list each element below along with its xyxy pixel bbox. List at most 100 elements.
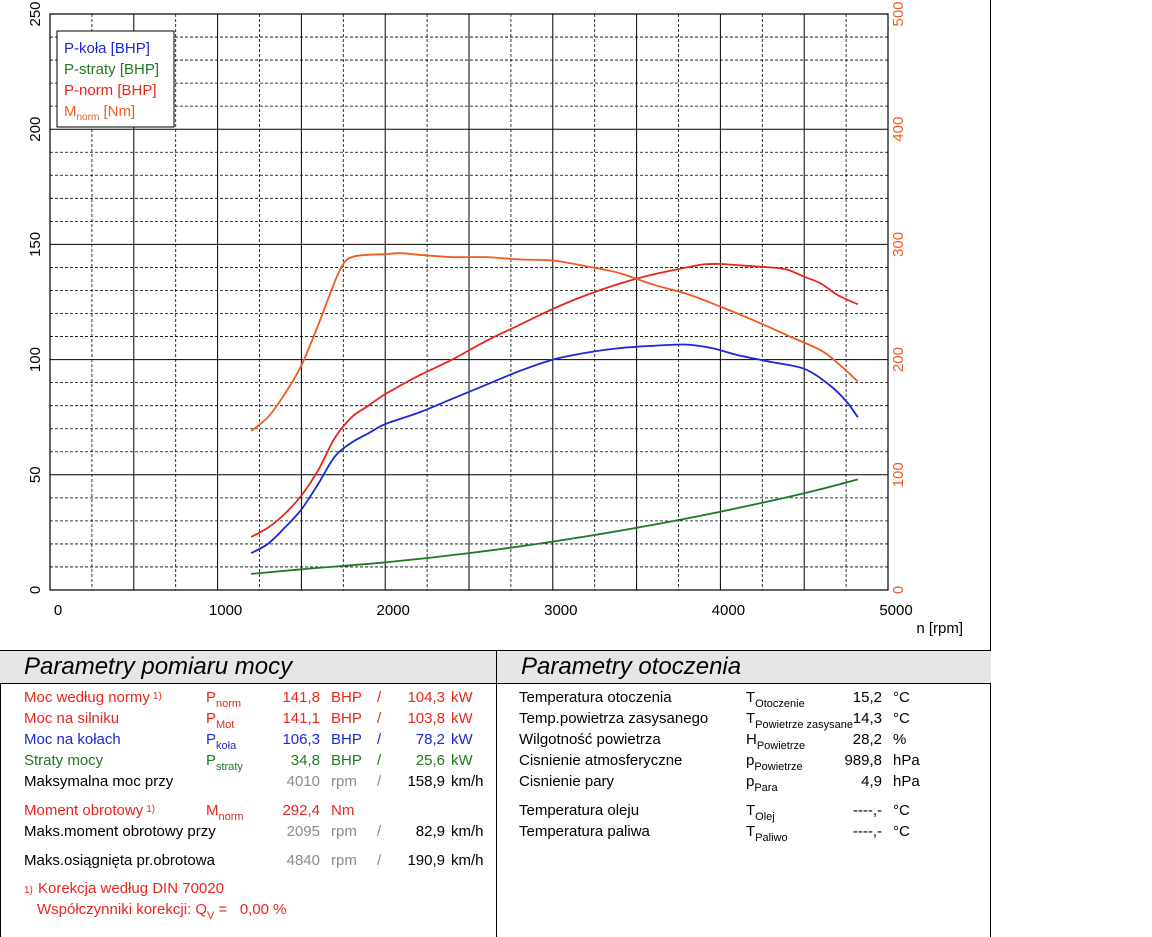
environment-value: ----,- xyxy=(852,802,882,819)
measurement-value-2: 103,8 xyxy=(407,710,445,727)
legend-entry-p-straty: P-straty [BHP] xyxy=(64,61,159,78)
environment-value: 4,9 xyxy=(861,773,882,790)
environment-row: Cisnienie pary pPara 4,9 hPa xyxy=(519,773,979,794)
measurement-unit-1: BHP xyxy=(331,710,362,727)
measurement-label: Straty mocy xyxy=(24,752,104,769)
measurement-value-1: 141,1 xyxy=(282,710,320,727)
legend-entry-m-norm: Mnorm [Nm] xyxy=(64,103,135,123)
measurement-row: Maks.moment obrotowy przy 2095 rpm / 82,9 km/… xyxy=(24,823,494,844)
series-line-p-straty xyxy=(251,478,859,575)
environment-value: 28,2 xyxy=(852,731,882,748)
measurement-symbol: PMot xyxy=(206,710,235,731)
legend-box xyxy=(56,30,175,128)
measurement-separator: / xyxy=(377,852,382,869)
environment-symbol: pPara xyxy=(746,773,778,794)
environment-unit: hPa xyxy=(893,773,920,790)
legend-entry-p-norm: P-norm [BHP] xyxy=(64,82,157,99)
environment-section-title: Parametry otoczenia xyxy=(521,653,742,680)
y-tick-label-left: 200 xyxy=(27,117,44,142)
measurement-value-1: 141,8 xyxy=(282,689,320,706)
measurement-value-2: 78,2 xyxy=(415,731,445,748)
measurement-value-1: 292,4 xyxy=(282,802,320,819)
measurement-section-header: Parametry pomiaru mocy xyxy=(0,650,496,684)
measurement-label: Moc na silniku xyxy=(24,710,120,727)
measurement-row: Straty mocy Pstraty 34,8 BHP / 25,6 kW xyxy=(24,752,494,773)
measurement-unit-2: kW xyxy=(451,689,473,706)
environment-label: Temperatura otoczenia xyxy=(519,689,672,706)
measurement-row: Moment obrotowy 1) Mnorm 292,4 Nm xyxy=(24,802,494,823)
measurement-unit-2: kW xyxy=(451,710,473,727)
measurement-value-2: 104,3 xyxy=(407,689,445,706)
environment-unit: % xyxy=(893,731,907,748)
environment-label: Temp.powietrza zasysanego xyxy=(519,710,709,727)
measurement-separator: / xyxy=(377,773,382,790)
y-tick-label-right: 500 xyxy=(890,1,907,26)
environment-label: Temperatura oleju xyxy=(519,802,640,819)
correction-standard: Korekcja według DIN 70020 xyxy=(38,880,224,897)
measurement-unit-1: rpm xyxy=(331,823,357,840)
measurement-separator: / xyxy=(377,752,382,769)
environment-symbol: TOlej xyxy=(746,802,775,823)
measurement-unit-1: rpm xyxy=(331,852,357,869)
y-tick-label-left: 250 xyxy=(27,1,44,26)
y-tick-label-left: 50 xyxy=(27,466,44,483)
measurement-label: Moc według normy 1) xyxy=(24,689,162,706)
measurement-unit-2: kW xyxy=(451,731,473,748)
measurement-unit-1: BHP xyxy=(331,731,362,748)
measurement-separator: / xyxy=(377,823,382,840)
environment-unit: °C xyxy=(893,710,910,727)
measurement-value-2: 190,9 xyxy=(407,852,445,869)
y-tick-label-right: 300 xyxy=(890,232,907,257)
x-tick-label: 2000 xyxy=(377,602,410,619)
frame-left-border xyxy=(0,650,1,937)
x-tick-label: 1000 xyxy=(209,602,242,619)
y-tick-label-right: 200 xyxy=(890,347,907,372)
measurement-label: Maks.osiągnięta pr.obrotowa xyxy=(24,852,215,869)
environment-value: 989,8 xyxy=(844,752,882,769)
environment-label: Wilgotność powietrza xyxy=(519,731,661,748)
measurement-unit-1: BHP xyxy=(331,689,362,706)
measurement-row: Moc na kołach Pkoła 106,3 BHP / 78,2 kW xyxy=(24,731,494,752)
y-tick-label-right: 100 xyxy=(890,462,907,487)
environment-unit: °C xyxy=(893,802,910,819)
environment-unit: °C xyxy=(893,823,910,840)
measurement-row: Moc według normy 1) Pnorm 141,8 BHP / 104,3 kW xyxy=(24,689,494,710)
measurement-unit-1: BHP xyxy=(331,752,362,769)
measurement-value-1: 106,3 xyxy=(282,731,320,748)
measurement-unit-2: km/h xyxy=(451,773,484,790)
measurement-row: Moc na silniku PMot 141,1 BHP / 103,8 kW xyxy=(24,710,494,731)
correction-note: 1) xyxy=(24,885,33,896)
environment-label: Cisnienie atmosferyczne xyxy=(519,752,683,769)
y-tick-label-left: 100 xyxy=(27,347,44,372)
series-line-p-kola xyxy=(250,343,859,554)
measurement-value-1: 2095 xyxy=(286,823,320,840)
environment-row: Temperatura paliwa TPaliwo ----,- °C xyxy=(519,823,979,844)
measurement-label: Moment obrotowy 1) xyxy=(24,802,156,819)
correction-factor: Współczynniki korekcji: QV = 0,00 % xyxy=(37,901,287,922)
measurement-section-title: Parametry pomiaru mocy xyxy=(24,653,293,680)
environment-value: 14,3 xyxy=(852,710,882,727)
measurement-symbol: Pnorm xyxy=(206,689,242,710)
legend-entry-p-kola: P-koła [BHP] xyxy=(64,40,150,57)
measurement-value-1: 34,8 xyxy=(290,752,320,769)
measurement-unit-1: Nm xyxy=(331,802,355,819)
frame-right-border xyxy=(990,0,991,937)
series-line-m-norm xyxy=(250,252,859,432)
measurement-symbol: Pstraty xyxy=(206,752,243,773)
series-line-p-norm xyxy=(250,263,859,538)
environment-symbol: TPowietrze zasysane xyxy=(746,710,853,731)
y-tick-label-left: 0 xyxy=(27,586,44,594)
environment-row: Temperatura oleju TOlej ----,- °C xyxy=(519,802,979,823)
measurement-unit-2: km/h xyxy=(451,823,484,840)
measurement-separator: / xyxy=(377,731,382,748)
environment-symbol: HPowietrze xyxy=(746,731,806,752)
y-tick-label-right: 0 xyxy=(890,586,907,594)
environment-unit: °C xyxy=(893,689,910,706)
x-tick-label: 0 xyxy=(54,602,62,619)
measurement-value-1: 4840 xyxy=(286,852,320,869)
measurement-unit-2: kW xyxy=(451,752,473,769)
section-divider xyxy=(496,650,497,937)
measurement-unit-2: km/h xyxy=(451,852,484,869)
x-tick-label: 3000 xyxy=(544,602,577,619)
